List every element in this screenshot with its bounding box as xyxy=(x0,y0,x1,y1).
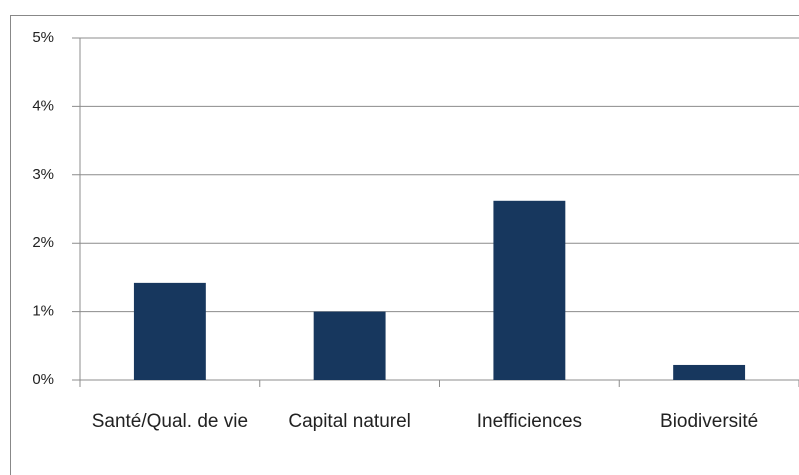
y-tick-label: 3% xyxy=(32,166,54,183)
y-tick-label: 4% xyxy=(32,97,54,114)
bar xyxy=(673,364,746,380)
chart-frame xyxy=(10,15,799,475)
bar xyxy=(493,200,566,380)
x-tick-label: Santé/Qual. de vie xyxy=(91,411,249,432)
bar xyxy=(133,282,206,380)
y-tick-label: 2% xyxy=(32,234,54,251)
y-tick-label: 0% xyxy=(32,371,54,388)
bar xyxy=(313,311,386,380)
x-tick-label: Biodiversité xyxy=(660,411,759,432)
x-tick-label: Capital naturel xyxy=(288,411,411,432)
y-tick-label: 5% xyxy=(32,29,54,46)
x-tick-label: Inefficiences xyxy=(476,411,583,432)
y-tick-label: 1% xyxy=(32,303,54,320)
